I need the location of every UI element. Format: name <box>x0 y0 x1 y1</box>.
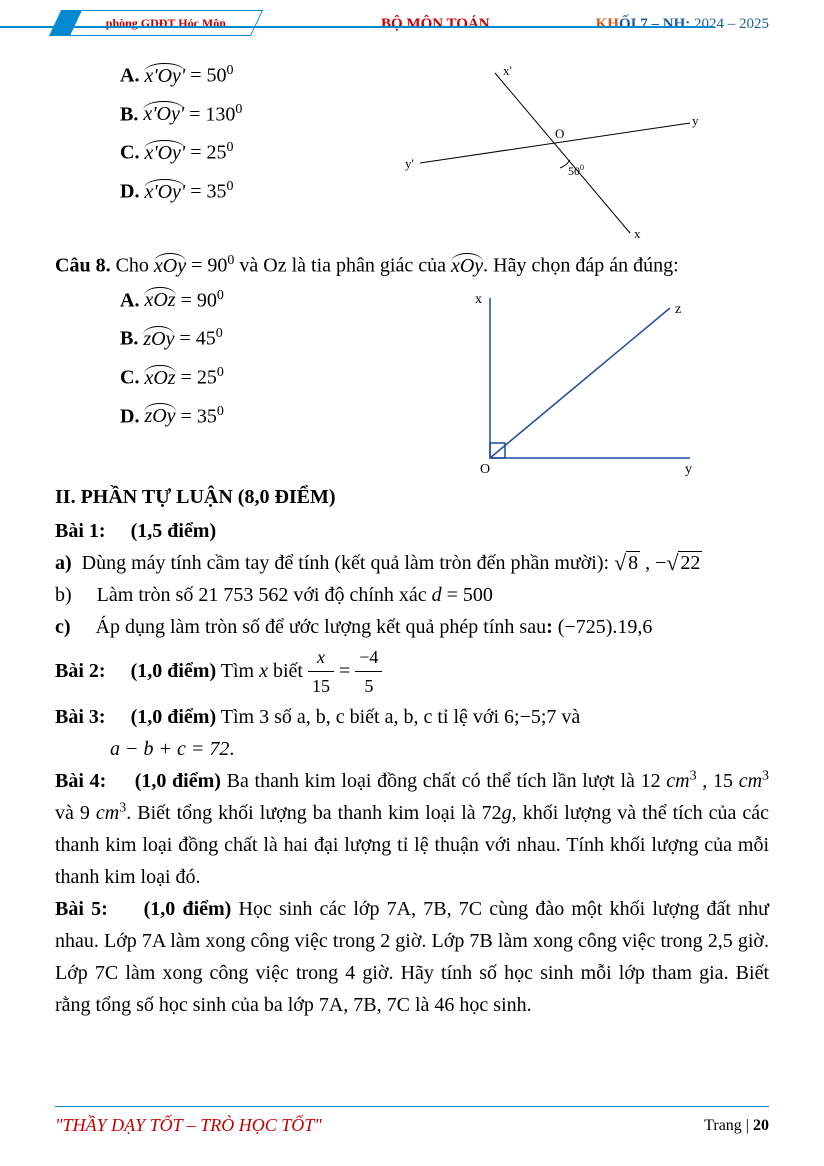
q8-option-d: D. zOy = 350 <box>120 404 400 429</box>
header-year: KHỐI 7 – NH: 2024 – 2025 <box>596 16 769 33</box>
section-2-title: II. PHẦN TỰ LUẬN (8,0 ĐIỂM) <box>55 486 769 509</box>
q8-option-a: A. xOz = 900 <box>120 288 400 313</box>
svg-text:O: O <box>555 126 564 141</box>
svg-text:x: x <box>475 292 482 307</box>
q7-option-b: B. x'Oy' = 1300 <box>120 102 400 127</box>
bai-1a: a) Dùng máy tính cầm tay để tính (kết qu… <box>55 547 769 579</box>
bai-1b: b) Làm tròn số 21 753 562 với độ chính x… <box>55 579 769 611</box>
page-footer: "THẦY DẠY TỐT – TRÒ HỌC TỐT" Trang | 20 <box>55 1106 769 1136</box>
bai-4: Bài 4: (1,0 điểm) Ba thanh kim loại đồng… <box>55 765 769 893</box>
bai-1-header: Bài 1: (1,5 điểm) <box>55 515 769 547</box>
svg-text:z: z <box>675 302 681 317</box>
svg-text:y: y <box>692 113 699 128</box>
bai-3-expr: a − b + c = 72. <box>110 733 769 765</box>
header-left-tab: phòng GDĐT Hóc Môn <box>55 10 275 38</box>
question-8-body: A. xOz = 900 B. zOy = 450 C. xOz = 250 D… <box>120 288 769 478</box>
svg-text:x': x' <box>503 63 512 78</box>
question-7-body: A. x'Oy' = 500 B. x'Oy' = 1300 C. x'Oy' … <box>120 63 769 243</box>
q8-option-c: C. xOz = 250 <box>120 365 400 390</box>
svg-text:O: O <box>480 462 490 477</box>
q7-option-c: C. x'Oy' = 250 <box>120 140 400 165</box>
question-8: Câu 8. Cho xOy = 900 và Oz là tia phân g… <box>55 253 769 278</box>
bai-3: Bài 3: (1,0 điểm) Tìm 3 số a, b, c biết … <box>55 701 769 733</box>
q7-option-a: A. x'Oy' = 500 <box>120 63 400 88</box>
svg-text:x: x <box>634 226 641 241</box>
q7-diagram: x' y y' x O 500 <box>400 63 700 243</box>
footer-motto: "THẦY DẠY TỐT – TRÒ HỌC TỐT" <box>55 1115 322 1136</box>
q7-option-d: D. x'Oy' = 350 <box>120 179 400 204</box>
q8-options: A. xOz = 900 B. zOy = 450 C. xOz = 250 D… <box>120 288 400 478</box>
q8-option-b: B. zOy = 450 <box>120 326 400 351</box>
svg-text:y': y' <box>405 156 414 171</box>
bai-1c: c) Áp dụng làm tròn số để ước lượng kết … <box>55 611 769 643</box>
page-header: phòng GDĐT Hóc Môn BỘ MÔN TOÁN KHỐI 7 – … <box>55 10 769 38</box>
bai-5: Bài 5: (1,0 điểm) Học sinh các lớp 7A, 7… <box>55 893 769 1021</box>
svg-text:y: y <box>685 462 692 477</box>
header-subject: BỘ MÔN TOÁN <box>381 16 490 33</box>
q8-diagram: x z y O <box>460 288 700 478</box>
bai-2: Bài 2: (1,0 điểm) Tìm x biết x15 = −45 <box>55 643 769 702</box>
q7-options: A. x'Oy' = 500 B. x'Oy' = 1300 C. x'Oy' … <box>120 63 400 243</box>
footer-page: Trang | 20 <box>704 1117 769 1135</box>
header-tab-text: phòng GDĐT Hóc Môn <box>106 16 226 31</box>
header-underline <box>0 26 714 28</box>
